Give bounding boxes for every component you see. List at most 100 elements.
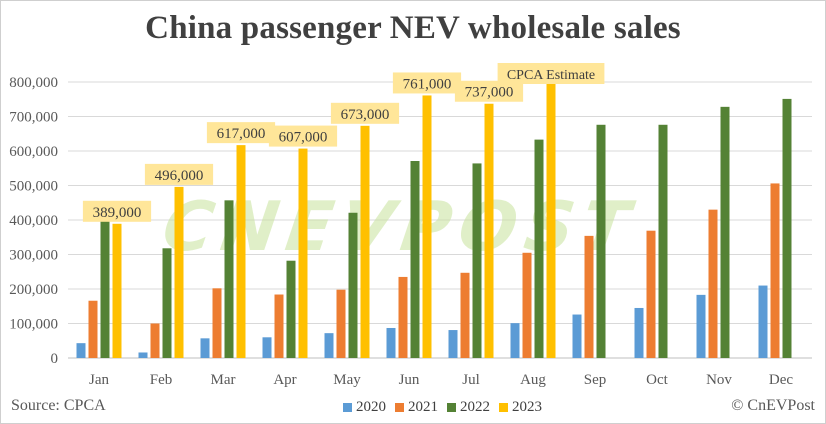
legend: 2020 2021 2022 2023 xyxy=(343,399,542,416)
y-tick-label: 0 xyxy=(51,351,59,367)
legend-item-2023: 2023 xyxy=(499,399,542,416)
bar-2023-jul xyxy=(484,103,494,358)
x-tick-label: Feb xyxy=(150,372,173,388)
bar-2022-jul xyxy=(472,163,482,358)
x-tick-label: Oct xyxy=(646,372,668,388)
bar-2020-nov xyxy=(696,294,706,358)
bar-2021-mar xyxy=(212,288,222,358)
legend-item-2020: 2020 xyxy=(343,399,386,416)
x-tick-label: Dec xyxy=(769,372,793,388)
bar-2022-nov xyxy=(720,106,730,358)
gridlines xyxy=(68,81,812,359)
data-label-text: 673,000 xyxy=(341,107,390,123)
data-label-box xyxy=(392,72,462,94)
legend-label: 2023 xyxy=(512,399,542,415)
data-label-box xyxy=(82,200,152,222)
data-labels: 389,000 496,000 617,000 607,000 673,000 761,0… xyxy=(82,63,605,222)
data-label-apr: 607,000 xyxy=(268,125,338,147)
bar-2022-jan xyxy=(100,216,110,358)
y-tick-label: 200,000 xyxy=(9,282,58,298)
y-axis-ticks: 0 100,000 200,000 300,000 400,000 500,000 600,… xyxy=(9,75,58,367)
x-tick-label: May xyxy=(333,372,361,388)
bar-2021-jul xyxy=(460,272,470,358)
data-label-text: CPCA Estimate xyxy=(507,68,595,83)
legend-label: 2021 xyxy=(408,399,438,415)
bar-2020-jun xyxy=(386,327,396,358)
data-label-text: 761,000 xyxy=(403,76,452,92)
bar-2020-apr xyxy=(262,337,272,358)
bar-2021-apr xyxy=(274,294,284,358)
data-label-box xyxy=(497,63,605,84)
x-tick-label: Apr xyxy=(273,372,296,388)
data-label-jun: 761,000 xyxy=(392,72,462,94)
y-tick-label: 100,000 xyxy=(9,317,58,333)
data-label-text: 496,000 xyxy=(155,168,204,184)
x-tick-label: Nov xyxy=(706,372,732,388)
x-tick-label: Mar xyxy=(211,372,236,388)
bar-2023-aug xyxy=(546,82,556,358)
legend-item-2021: 2021 xyxy=(395,399,438,416)
x-tick-label: Jun xyxy=(399,372,420,388)
data-label-box xyxy=(144,163,214,185)
bar-2023-jan xyxy=(112,223,122,358)
y-tick-label: 500,000 xyxy=(9,179,58,195)
y-tick-label: 300,000 xyxy=(9,248,58,264)
legend-label: 2020 xyxy=(356,399,386,415)
bar-2022-sep xyxy=(596,124,606,358)
data-label-aug: CPCA Estimate xyxy=(497,63,605,84)
data-label-feb: 496,000 xyxy=(144,163,214,185)
bar-2020-may xyxy=(324,333,334,358)
legend-label: 2022 xyxy=(460,399,490,415)
bar-2021-may xyxy=(336,289,346,358)
bar-2020-feb xyxy=(138,352,148,358)
legend-swatch xyxy=(499,403,508,412)
source-note: Source: CPCA xyxy=(11,397,106,414)
bar-2021-feb xyxy=(150,323,160,358)
data-label-jul: 737,000 xyxy=(454,80,524,102)
data-label-text: 389,000 xyxy=(93,205,142,221)
copyright-note: © CnEVPost xyxy=(731,397,815,414)
bar-2023-mar xyxy=(236,145,246,358)
y-tick-label: 700,000 xyxy=(9,110,58,126)
bar-2020-aug xyxy=(510,323,520,358)
bar-2022-oct xyxy=(658,124,668,358)
data-label-text: 617,000 xyxy=(217,126,266,142)
legend-item-2022: 2022 xyxy=(447,399,490,416)
legend-swatch xyxy=(447,403,456,412)
bar-2022-aug xyxy=(534,139,544,358)
bar-2021-sep xyxy=(584,235,594,358)
data-label-box xyxy=(206,122,276,144)
bar-2021-jan xyxy=(88,300,98,358)
legend-swatch xyxy=(395,403,404,412)
x-axis-ticks: Jan Feb Mar Apr May Jun Jul Aug Sep Oct Nov Dec xyxy=(89,372,793,388)
data-label-mar: 617,000 xyxy=(206,122,276,144)
bar-2021-oct xyxy=(646,230,656,358)
chart-title: China passenger NEV wholesale sales xyxy=(145,10,681,46)
y-tick-label: 600,000 xyxy=(9,144,58,160)
data-label-jan: 389,000 xyxy=(82,200,152,222)
data-label-text: 607,000 xyxy=(279,130,328,146)
bar-2022-apr xyxy=(286,260,296,358)
bar-2022-feb xyxy=(162,248,172,358)
bar-2023-apr xyxy=(298,148,308,358)
bar-2022-may xyxy=(348,212,358,358)
x-tick-label: Aug xyxy=(520,372,546,388)
bar-2021-dec xyxy=(770,183,780,358)
bar-2022-mar xyxy=(224,200,234,358)
y-tick-label: 400,000 xyxy=(9,213,58,229)
legend-swatch xyxy=(343,403,352,412)
x-tick-label: Jul xyxy=(462,372,480,388)
bar-2020-oct xyxy=(634,307,644,358)
bar-2023-jun xyxy=(422,95,432,358)
x-tick-label: Jan xyxy=(89,372,109,388)
data-label-box xyxy=(268,125,338,147)
bar-2022-dec xyxy=(782,98,792,358)
bar-2020-sep xyxy=(572,314,582,358)
bar-2021-aug xyxy=(522,252,532,358)
bar-2020-mar xyxy=(200,338,210,358)
data-label-box xyxy=(454,80,524,102)
y-tick-label: 800,000 xyxy=(9,75,58,91)
data-label-box xyxy=(330,102,400,124)
x-tick-label: Sep xyxy=(584,372,607,388)
